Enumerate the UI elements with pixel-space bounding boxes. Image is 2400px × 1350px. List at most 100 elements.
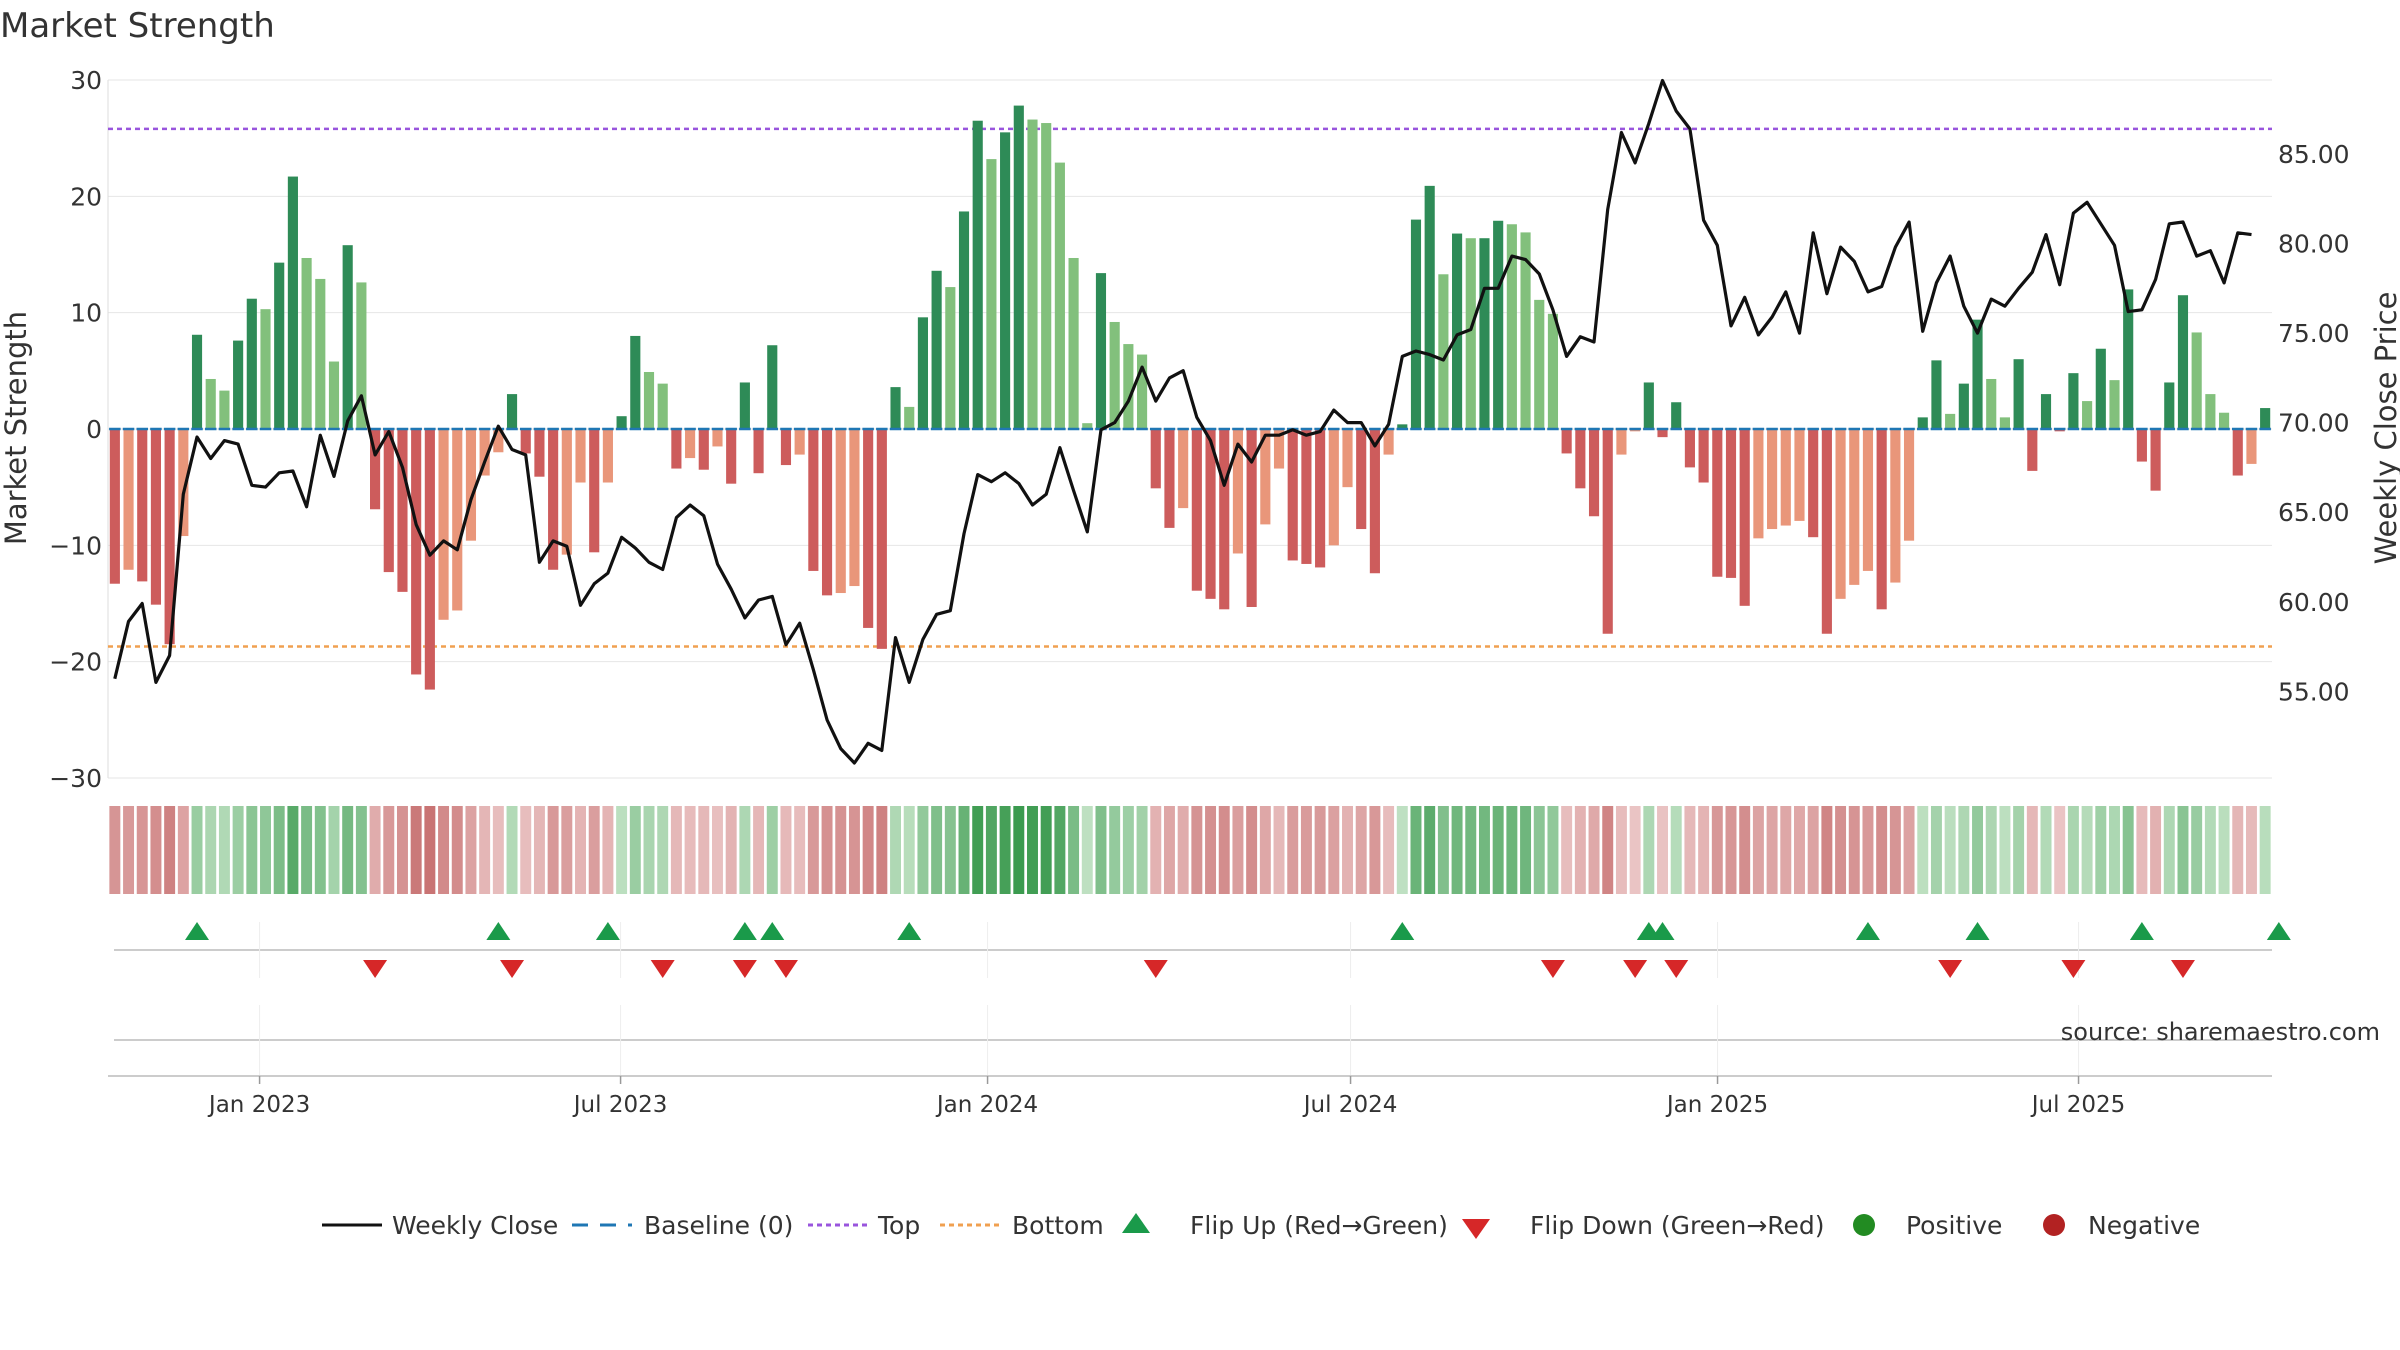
heat-cell: [1109, 806, 1121, 894]
heat-cell: [766, 806, 778, 894]
heat-cell: [164, 806, 176, 894]
legend-label: Top: [877, 1211, 920, 1240]
heat-cell: [903, 806, 915, 894]
flip-down-marker: [1623, 960, 1648, 978]
strength-bar: [2013, 359, 2024, 429]
right-axis-ticks: 85.00 80.00 75.00 70.00 65.00 60.00 55.00: [2278, 140, 2350, 706]
strength-bar: [493, 429, 504, 453]
strength-bar: [2027, 429, 2038, 471]
strength-bar: [698, 429, 709, 470]
strength-bar: [1712, 429, 1723, 577]
strength-bar: [726, 429, 737, 484]
strength-bar: [958, 211, 970, 429]
flip-down-marker: [773, 960, 798, 978]
heat-cell: [1177, 806, 1189, 894]
dot-panel: [108, 1005, 2272, 1077]
heat-cell: [218, 806, 230, 894]
strength-bar: [2191, 332, 2202, 429]
heat-cell: [492, 806, 504, 894]
strength-bar: [1301, 429, 1312, 564]
strength-bar: [1082, 423, 1093, 429]
heat-cell: [109, 806, 121, 894]
heat-cell: [1218, 806, 1230, 894]
strength-bar: [1534, 299, 1545, 429]
heat-cell: [123, 806, 135, 894]
heat-cell: [807, 806, 819, 894]
strength-bar: [2232, 429, 2243, 476]
strength-bar: [657, 383, 668, 429]
strength-bar: [794, 429, 805, 455]
heat-cell: [657, 806, 669, 894]
heat-cell: [2232, 806, 2244, 894]
strength-bar: [2136, 429, 2147, 462]
heat-cell: [1273, 806, 1285, 894]
x-tick-label: Jul 2025: [2030, 1092, 2126, 1118]
strength-bar: [1000, 132, 1011, 429]
right-tick-label: 80.00: [2278, 230, 2350, 259]
heat-cell: [1492, 806, 1504, 894]
heat-cell: [1027, 806, 1038, 894]
heat-cell: [725, 806, 737, 894]
strength-bar: [821, 429, 833, 596]
strength-bar: [2246, 429, 2257, 464]
heat-cell: [506, 806, 518, 894]
strength-bar: [767, 345, 778, 429]
strength-bar: [972, 120, 983, 429]
heat-cell: [191, 806, 203, 894]
strength-bar: [109, 429, 120, 584]
strength-bar: [753, 429, 764, 474]
heat-cell: [1643, 806, 1655, 894]
strength-bar: [164, 429, 175, 645]
legend-label: Positive: [1906, 1211, 2002, 1240]
flip-down-marker: [1540, 960, 1565, 978]
heat-cell: [643, 806, 655, 894]
strength-bar: [1328, 429, 1339, 546]
heat-cell: [1588, 806, 1600, 894]
strength-bar: [1205, 429, 1216, 599]
strength-bar: [2177, 295, 2189, 429]
flip-up-marker: [732, 922, 757, 940]
strength-bar: [2164, 382, 2175, 429]
left-tick-label: 0: [86, 415, 102, 444]
strength-bar: [1260, 429, 1271, 525]
strength-bar: [1136, 354, 1148, 429]
flip-up-marker: [486, 922, 511, 940]
strength-bar: [548, 429, 559, 570]
strength-bar: [2082, 401, 2093, 429]
flip-up-marker: [1965, 922, 1990, 940]
right-tick-label: 55.00: [2278, 677, 2350, 706]
heat-cell: [260, 806, 271, 894]
flip-up-marker: [1390, 922, 1415, 940]
strength-bar: [1999, 417, 2010, 429]
legend-flip-up-swatch: [1122, 1213, 1150, 1233]
weekly-close-line: [113, 78, 2252, 765]
heat-cell: [2013, 806, 2025, 894]
heat-cell: [1917, 806, 1929, 894]
flip-up-marker: [1650, 922, 1675, 940]
strength-bar: [1808, 429, 1819, 538]
heat-cell: [2026, 806, 2038, 894]
heat-cell: [1246, 806, 1258, 894]
strength-bar: [1219, 429, 1230, 610]
legend-label: Negative: [2088, 1211, 2200, 1240]
heat-cell: [1396, 806, 1408, 894]
strength-bar: [287, 176, 298, 429]
heat-cell: [1205, 806, 1217, 894]
right-tick-label: 85.00: [2278, 140, 2350, 169]
x-tick-label: Jan 2024: [935, 1092, 1038, 1118]
strength-bar: [1410, 219, 1422, 429]
strength-bar: [1424, 185, 1435, 429]
heat-cell: [287, 806, 299, 894]
strength-bar: [123, 429, 134, 570]
heat-cell: [1150, 806, 1162, 894]
heat-cell: [1629, 806, 1641, 894]
strength-bar: [1616, 429, 1627, 455]
legend-label: Flip Up (Red→Green): [1190, 1211, 1448, 1240]
heat-cell: [1889, 806, 1901, 894]
heat-cell: [1972, 806, 1984, 894]
x-tick-label: Jan 2025: [1665, 1092, 1768, 1118]
legend-label: Flip Down (Green→Red): [1530, 1211, 1825, 1240]
strength-bar: [506, 394, 518, 429]
heat-cell: [1040, 806, 1052, 894]
